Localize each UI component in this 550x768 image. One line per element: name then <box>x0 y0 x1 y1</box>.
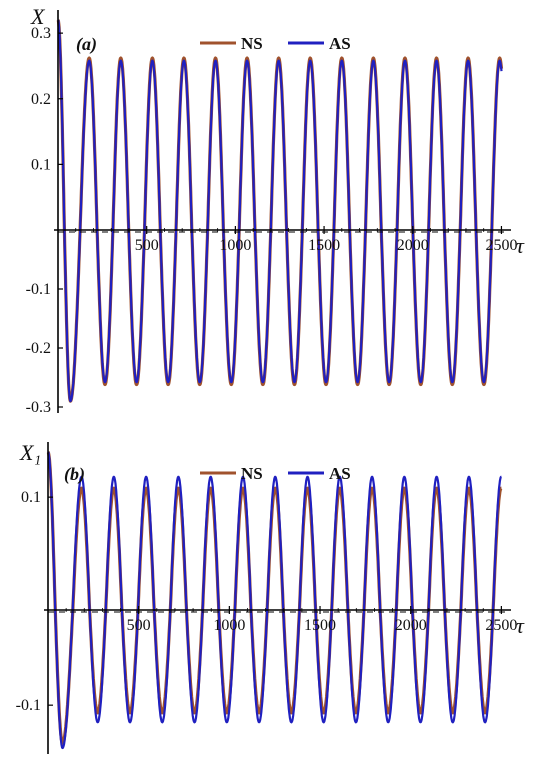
panel-a-x-tick-label: 2500 <box>485 237 517 254</box>
panel-a-x-tick-label: 2000 <box>397 237 429 254</box>
panel-b-x-tick-label: 1500 <box>304 617 336 634</box>
panel-a-x-axis-label: τ <box>516 233 525 258</box>
panel-a-series-as-line <box>57 19 503 403</box>
panel-b-legend: NS AS <box>200 464 351 483</box>
panel-a-y-tick-label: 0.2 <box>31 91 51 108</box>
panel-a-y-tick-label: -0.1 <box>26 281 51 298</box>
panel-b-axes: 500 1000 1500 2000 2500 0.1 -0.1 <box>16 442 517 754</box>
panel-b-x-tick-label: 2000 <box>395 617 427 634</box>
panel-a-y-tick-label: -0.3 <box>26 399 51 416</box>
panel-b-x-tick-label: 500 <box>127 617 151 634</box>
panel-b-series-as-line <box>47 451 503 750</box>
panel-b-legend-ns-label: NS <box>241 464 263 483</box>
panel-a-y-tick-label: -0.2 <box>26 340 51 357</box>
panel-a-y-tick-label: 0.3 <box>31 25 51 42</box>
panel-b-legend-as-label: AS <box>329 464 351 483</box>
panel-a-y-tick-label: 0.1 <box>31 156 51 173</box>
panel-b-x-tick-label: 1000 <box>213 617 245 634</box>
panel-b-y-tick-label: -0.1 <box>16 697 41 714</box>
panel-a-x-tick-label: 500 <box>135 237 159 254</box>
panel-b-tag: (b) <box>64 464 85 485</box>
panel-a-legend-as-label: AS <box>329 34 351 53</box>
panel-a-legend: NS AS <box>200 34 351 53</box>
panel-a-x-tick-label: 1500 <box>308 237 340 254</box>
panel-b-plot-area <box>46 450 503 750</box>
panel-b: 500 1000 1500 2000 2500 0.1 -0.1 X₁ τ (b) NS A… <box>16 440 525 754</box>
panel-b-x-axis-label: τ <box>516 613 525 638</box>
panel-a: 500 1000 1500 2000 2500 0.3 0.2 0.1 -0.1 -0.2 -0.3… <box>26 4 525 416</box>
panel-b-y-tick-label: 0.1 <box>21 489 41 506</box>
panel-a-x-tick-label: 1000 <box>219 237 251 254</box>
panel-a-legend-ns-label: NS <box>241 34 263 53</box>
panel-a-plot-area <box>56 19 504 403</box>
panel-b-y-axis-label: X₁ <box>19 440 41 465</box>
panel-a-axes: 500 1000 1500 2000 2500 0.3 0.2 0.1 -0.1 -0.2 -0.3 <box>26 10 517 416</box>
panel-b-x-tick-label: 2500 <box>485 617 517 634</box>
panel-a-y-axis-label: X <box>30 4 46 29</box>
panel-a-tag: (a) <box>76 34 97 55</box>
